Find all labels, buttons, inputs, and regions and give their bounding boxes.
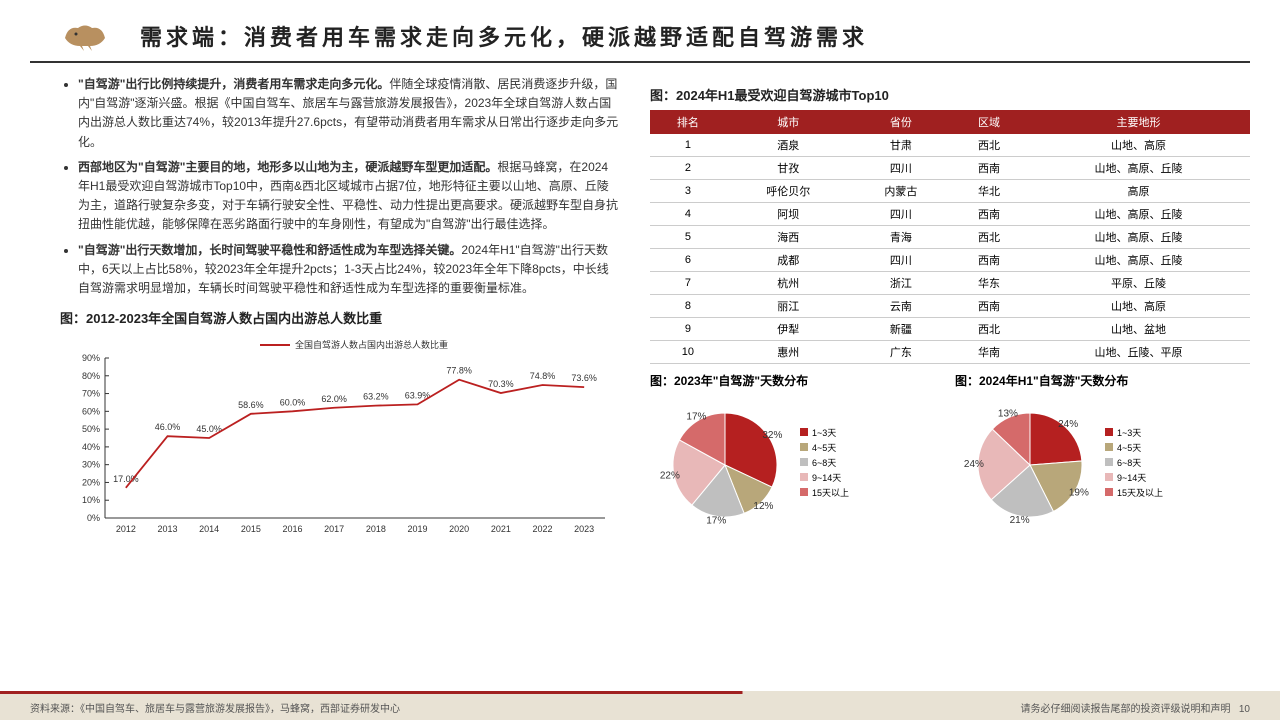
svg-text:77.8%: 77.8%: [446, 366, 472, 376]
pie-2024-title: 图：2024年H1"自驾游"天数分布: [955, 372, 1250, 389]
table-row: 10惠州广东华南山地、丘陵、平原: [650, 341, 1250, 364]
table-header: 城市: [726, 110, 851, 134]
svg-text:60%: 60%: [82, 406, 100, 416]
pie-2024: 24% 19% 21% 24% 13%: [955, 393, 1105, 533]
table-row: 7杭州浙江华东平原、丘陵: [650, 272, 1250, 295]
svg-text:80%: 80%: [82, 371, 100, 381]
svg-text:19%: 19%: [1069, 488, 1089, 499]
svg-text:13%: 13%: [998, 408, 1018, 419]
svg-text:17%: 17%: [706, 515, 726, 526]
svg-text:2023: 2023: [574, 524, 594, 534]
svg-text:17.0%: 17.0%: [113, 474, 139, 484]
svg-text:全国自驾游人数占国内出游总人数比重: 全国自驾游人数占国内出游总人数比重: [295, 339, 448, 350]
svg-text:62.0%: 62.0%: [321, 394, 347, 404]
bullet-item: 西部地区为"自驾游"主要目的地，地形多以山地为主，硬派越野车型更加适配。根据马蜂…: [78, 158, 620, 235]
svg-text:2015: 2015: [241, 524, 261, 534]
pie-2023-title: 图：2023年"自驾游"天数分布: [650, 372, 945, 389]
svg-text:2021: 2021: [491, 524, 511, 534]
bullet-list: "自驾游"出行比例持续提升，消费者用车需求走向多元化。伴随全球疫情消散、居民消费…: [60, 75, 620, 298]
table-row: 2甘孜四川西南山地、高原、丘陵: [650, 157, 1250, 180]
table-row: 1酒泉甘肃西北山地、高原: [650, 134, 1250, 157]
svg-text:46.0%: 46.0%: [155, 422, 181, 432]
pie-2023: 32% 12% 17% 22% 17%: [650, 393, 800, 533]
svg-text:2018: 2018: [366, 524, 386, 534]
svg-text:0%: 0%: [87, 513, 100, 523]
svg-text:70.3%: 70.3%: [488, 379, 514, 389]
svg-text:17%: 17%: [686, 412, 706, 423]
svg-text:21%: 21%: [1010, 515, 1030, 526]
table-title: 图：2024年H1最受欢迎自驾游城市Top10: [650, 85, 1250, 104]
svg-text:74.8%: 74.8%: [530, 371, 556, 381]
footer-disclaimer: 请务必仔细阅读报告尾部的投资评级说明和声明: [1021, 704, 1231, 715]
svg-text:90%: 90%: [82, 353, 100, 363]
line-chart: 全国自驾游人数占国内出游总人数比重 0% 10% 20% 30% 40% 50% 60% 70%…: [60, 333, 620, 553]
svg-text:30%: 30%: [82, 460, 100, 470]
svg-text:50%: 50%: [82, 424, 100, 434]
svg-text:24%: 24%: [1058, 419, 1078, 430]
pie-2023-legend: 1~3天4~5天6~8天9~14天15天以上: [800, 426, 849, 501]
svg-text:2016: 2016: [282, 524, 302, 534]
table-header: 省份: [851, 110, 951, 134]
table-row: 8丽江云南西南山地、高原: [650, 295, 1250, 318]
line-chart-title: 图：2012-2023年全国自驾游人数占国内出游总人数比重: [60, 308, 620, 327]
svg-text:2012: 2012: [116, 524, 136, 534]
svg-text:20%: 20%: [82, 478, 100, 488]
footer: 资料来源：《中国自驾车、旅居车与露营旅游发展报告》，马蜂窝，西部证券研发中心 请…: [0, 694, 1280, 720]
svg-text:60.0%: 60.0%: [280, 397, 306, 407]
svg-text:40%: 40%: [82, 442, 100, 452]
bullet-item: "自驾游"出行比例持续提升，消费者用车需求走向多元化。伴随全球疫情消散、居民消费…: [78, 75, 620, 152]
footer-source: 资料来源：《中国自驾车、旅居车与露营旅游发展报告》，马蜂窝，西部证券研发中心: [30, 700, 400, 715]
table-header: 主要地形: [1027, 110, 1250, 134]
svg-text:58.6%: 58.6%: [238, 400, 264, 410]
svg-text:10%: 10%: [82, 495, 100, 505]
svg-text:73.6%: 73.6%: [571, 373, 597, 383]
page-title: 需求端：消费者用车需求走向多元化，硬派越野适配自驾游需求: [140, 20, 868, 52]
pie-2024-legend: 1~3天4~5天6~8天9~14天15天及以上: [1105, 426, 1163, 501]
svg-text:22%: 22%: [660, 471, 680, 482]
table-row: 4阿坝四川西南山地、高原、丘陵: [650, 203, 1250, 226]
table-row: 3呼伦贝尔内蒙古华北高原: [650, 180, 1250, 203]
table-row: 6成都四川西南山地、高原、丘陵: [650, 249, 1250, 272]
svg-text:63.2%: 63.2%: [363, 392, 389, 402]
svg-text:2017: 2017: [324, 524, 344, 534]
svg-text:32%: 32%: [762, 430, 782, 441]
svg-text:2022: 2022: [532, 524, 552, 534]
table-row: 9伊犁新疆西北山地、盆地: [650, 318, 1250, 341]
page-number: 10: [1239, 704, 1250, 715]
svg-text:2013: 2013: [157, 524, 177, 534]
table-header: 排名: [650, 110, 726, 134]
svg-text:24%: 24%: [964, 459, 984, 470]
table-row: 5海西青海西北山地、高原、丘陵: [650, 226, 1250, 249]
svg-text:2014: 2014: [199, 524, 219, 534]
table-header: 区域: [951, 110, 1027, 134]
bullet-item: "自驾游"出行天数增加，长时间驾驶平稳性和舒适性成为车型选择关键。2024年H1…: [78, 241, 620, 299]
svg-text:70%: 70%: [82, 389, 100, 399]
city-table: 排名城市省份区域主要地形 1酒泉甘肃西北山地、高原2甘孜四川西南山地、高原、丘陵…: [650, 110, 1250, 364]
bull-logo: [60, 18, 110, 53]
svg-text:2020: 2020: [449, 524, 469, 534]
svg-text:2019: 2019: [407, 524, 427, 534]
svg-text:12%: 12%: [753, 501, 773, 512]
